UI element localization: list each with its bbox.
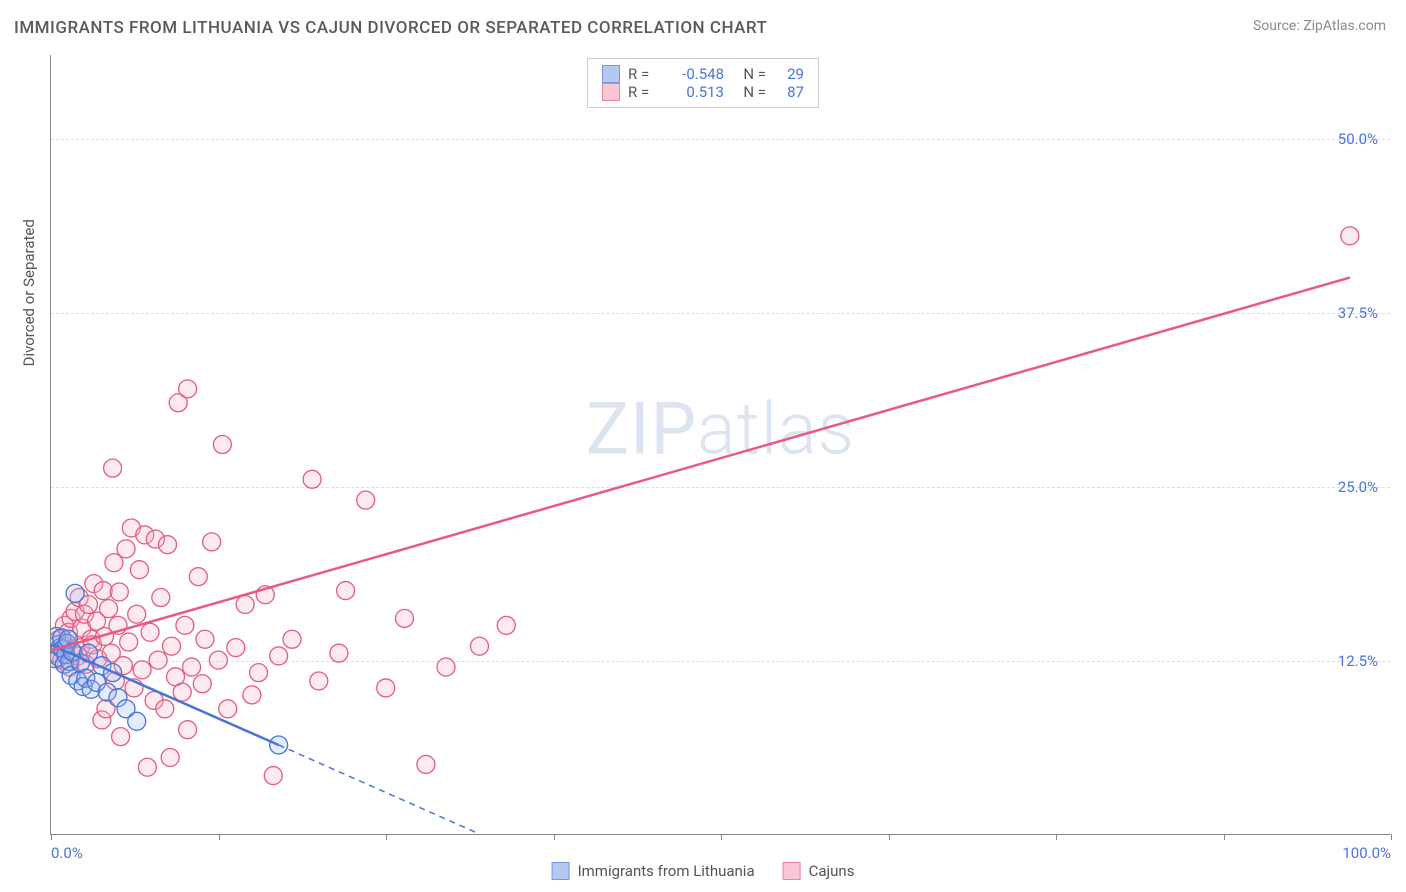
r-label: R = [628,83,656,101]
r-value-cajuns: 0.513 [664,83,724,101]
r-label: R = [628,65,656,83]
legend-row-lithuania: R = -0.548 N = 29 [602,65,804,83]
legend-row-cajuns: R = 0.513 N = 87 [602,83,804,101]
y-axis-title: Divorced or Separated [20,219,38,366]
swatch-lithuania [602,65,620,83]
chart-title: IMMIGRANTS FROM LITHUANIA VS CAJUN DIVOR… [14,18,767,38]
n-value-lithuania: 29 [774,65,804,83]
swatch-cajuns-icon [783,862,801,880]
r-value-lithuania: -0.548 [664,65,724,83]
x-tick-label: 100.0% [1342,844,1391,862]
legend-correlation: R = -0.548 N = 29 R = 0.513 N = 87 [587,58,819,108]
n-label: N = [732,83,766,101]
swatch-lithuania-icon [552,862,570,880]
legend-item-lithuania: Immigrants from Lithuania [552,862,755,880]
chart-container: IMMIGRANTS FROM LITHUANIA VS CAJUN DIVOR… [0,0,1406,892]
x-tick-label: 0.0% [51,844,83,862]
source-link[interactable]: ZipAtlas.com [1303,18,1386,34]
plot-area: ZIPatlas 12.5%25.0%37.5%50.0%0.0%100.0% [50,55,1390,835]
legend-label-cajuns: Cajuns [809,862,855,880]
source-label: Source: [1253,18,1300,34]
swatch-cajuns [602,83,620,101]
n-label: N = [732,65,766,83]
legend-item-cajuns: Cajuns [783,862,855,880]
n-value-cajuns: 87 [774,83,804,101]
source-attribution: Source: ZipAtlas.com [1253,18,1386,34]
plot-svg [51,55,1390,834]
legend-series: Immigrants from Lithuania Cajuns [552,862,855,880]
legend-label-lithuania: Immigrants from Lithuania [578,862,755,880]
